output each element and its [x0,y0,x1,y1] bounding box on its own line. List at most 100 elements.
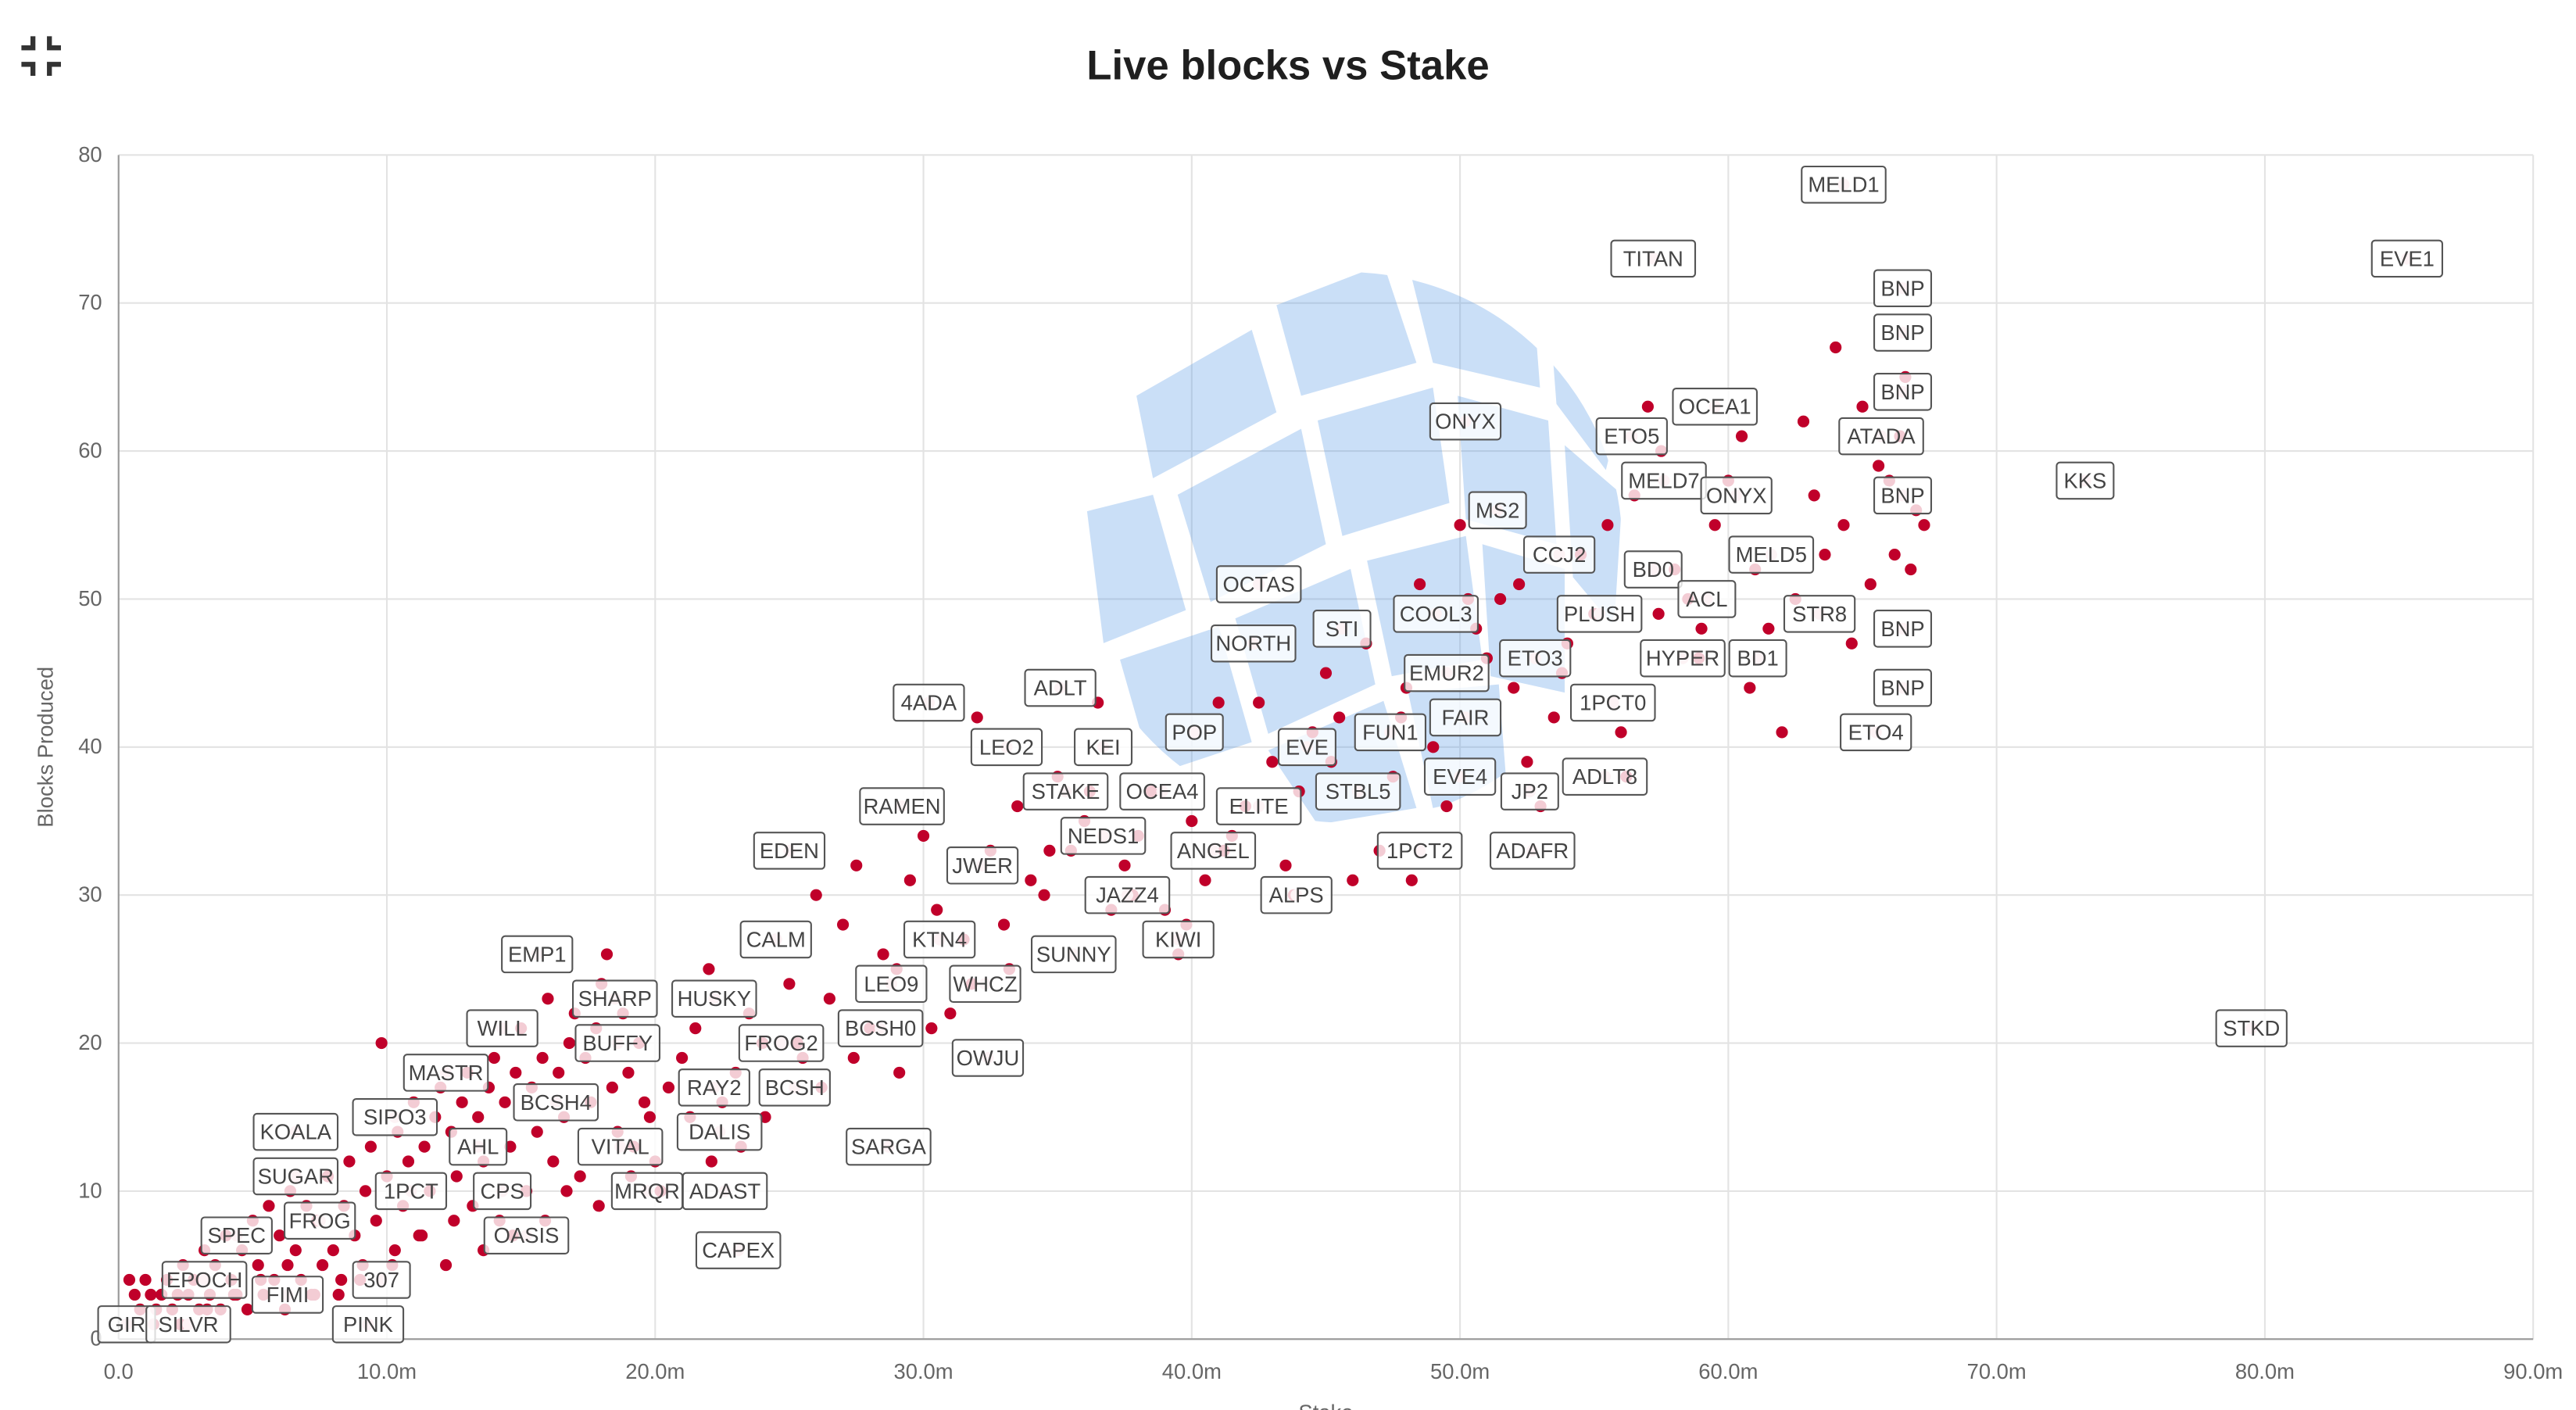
data-point[interactable] [1797,415,1810,428]
data-point[interactable] [810,889,822,901]
data-point[interactable] [1744,682,1756,694]
data-point[interactable] [689,1022,702,1035]
data-point[interactable] [1641,400,1654,413]
data-point[interactable] [499,1096,511,1108]
data-point[interactable] [917,829,930,843]
data-point[interactable] [622,1066,635,1079]
data-point[interactable] [1830,341,1842,354]
data-point[interactable] [418,1140,431,1153]
data-point[interactable] [123,1273,136,1287]
data-point[interactable] [997,918,1011,931]
data-point[interactable] [903,874,916,886]
data-point[interactable] [1266,756,1279,768]
data-point[interactable] [1808,489,1820,502]
data-point[interactable] [510,1066,522,1079]
data-point[interactable] [343,1155,356,1168]
data-point[interactable] [547,1155,560,1168]
data-point[interactable] [370,1215,382,1227]
data-point[interactable] [1212,696,1225,709]
data-point[interactable] [1414,578,1426,591]
data-point[interactable] [600,948,614,961]
data-point[interactable] [139,1273,152,1287]
data-point[interactable] [402,1155,415,1168]
data-point[interactable] [643,1111,657,1123]
data-point[interactable] [1615,726,1627,739]
data-point[interactable] [289,1244,302,1257]
data-point[interactable] [488,1051,500,1065]
data-point[interactable] [925,1022,938,1035]
data-point[interactable] [783,978,796,990]
data-point[interactable] [317,1258,329,1272]
exit-fullscreen-button[interactable] [16,31,66,81]
data-point[interactable] [1347,874,1359,886]
data-point[interactable] [359,1185,372,1197]
data-point[interactable] [252,1258,264,1272]
data-point[interactable] [456,1096,468,1108]
data-point[interactable] [606,1081,618,1093]
data-point[interactable] [450,1170,463,1183]
data-point[interactable] [1601,519,1614,531]
data-point[interactable] [1508,682,1520,694]
data-point[interactable] [836,918,850,931]
data-point[interactable] [574,1170,586,1183]
data-point[interactable] [850,859,863,871]
data-point[interactable] [1038,889,1050,901]
data-point[interactable] [531,1125,543,1138]
data-point[interactable] [1253,696,1265,709]
data-point[interactable] [448,1215,460,1227]
data-point[interactable] [1440,800,1453,813]
data-point[interactable] [1856,400,1869,413]
data-point[interactable] [662,1081,675,1093]
data-point[interactable] [388,1244,401,1257]
data-point[interactable] [274,1229,286,1242]
data-point[interactable] [1427,741,1440,753]
data-point[interactable] [1845,637,1858,650]
data-point[interactable] [931,904,943,916]
data-point[interactable] [1905,563,1917,576]
data-point[interactable] [1279,859,1292,871]
data-point[interactable] [877,948,889,961]
data-point[interactable] [893,1066,906,1079]
data-point[interactable] [1011,800,1024,813]
data-point[interactable] [1199,874,1211,886]
data-point[interactable] [281,1258,294,1272]
data-point[interactable] [944,1007,957,1020]
data-point[interactable] [1735,430,1748,442]
data-point[interactable] [536,1051,549,1065]
data-point[interactable] [1708,519,1721,531]
data-point[interactable] [439,1258,453,1272]
data-point[interactable] [676,1051,689,1065]
data-point[interactable] [332,1288,345,1301]
data-point[interactable] [128,1288,141,1301]
data-point[interactable] [638,1096,651,1108]
data-point[interactable] [1873,460,1885,472]
data-point[interactable] [1319,667,1333,679]
data-point[interactable] [375,1036,388,1050]
data-point[interactable] [542,993,554,1005]
data-point[interactable] [823,993,835,1005]
data-point[interactable] [1547,711,1560,724]
data-point[interactable] [1888,549,1901,561]
data-point[interactable] [592,1200,605,1212]
data-point[interactable] [241,1303,254,1315]
data-point[interactable] [1521,756,1533,768]
data-point[interactable] [971,711,983,724]
data-point[interactable] [1776,726,1788,739]
data-point[interactable] [364,1140,377,1153]
data-point[interactable] [1494,592,1507,606]
data-point[interactable] [416,1229,428,1242]
data-point[interactable] [560,1185,573,1197]
data-point[interactable] [1043,844,1056,857]
data-point[interactable] [1652,607,1665,620]
data-point[interactable] [145,1288,157,1301]
data-point[interactable] [847,1051,860,1065]
data-point[interactable] [1819,549,1831,561]
data-point[interactable] [563,1036,576,1050]
data-point[interactable] [1513,578,1526,591]
data-point[interactable] [1837,519,1850,531]
data-point[interactable] [335,1273,348,1287]
data-point[interactable] [1186,814,1198,828]
data-point[interactable] [1025,874,1037,886]
data-point[interactable] [1118,859,1131,871]
data-point[interactable] [472,1111,485,1123]
